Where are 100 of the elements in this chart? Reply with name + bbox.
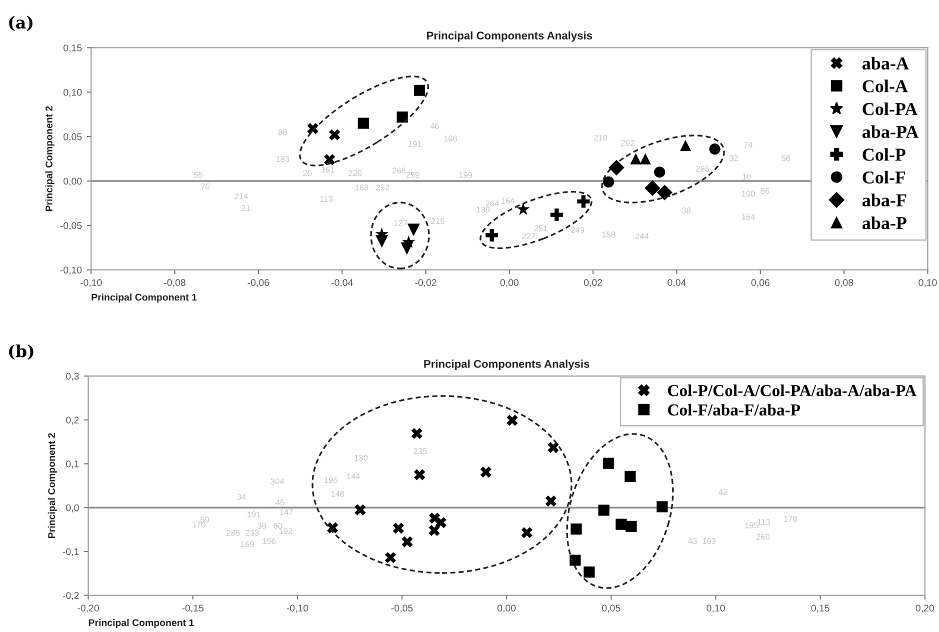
annotation: 178 xyxy=(784,516,798,522)
legend-label: aba-PA xyxy=(862,125,919,138)
point xyxy=(624,470,636,482)
legend-label: Col-A xyxy=(862,80,908,92)
annotation: 251 xyxy=(534,225,548,232)
annotation: 235 xyxy=(414,448,427,454)
annotation: 199 xyxy=(459,172,472,178)
point xyxy=(414,84,426,96)
point xyxy=(516,202,530,216)
y-tick-label: -0,05 xyxy=(60,222,82,230)
point xyxy=(506,414,518,426)
legend-label: aba-F xyxy=(862,194,906,206)
annotation: 148 xyxy=(331,490,344,497)
point xyxy=(626,520,637,532)
annotation: 55 xyxy=(194,172,202,178)
annotation: 32 xyxy=(729,155,738,162)
legend-label: Col-P/Col-A/Col-PA/aba-A/aba-PA xyxy=(668,384,916,396)
legend-label: Col-PA xyxy=(862,102,918,116)
annotation: 215 xyxy=(431,218,444,224)
point xyxy=(324,154,336,166)
point xyxy=(480,466,492,478)
annotation: 164 xyxy=(501,198,514,204)
y-tick-label: 0,15 xyxy=(64,44,82,52)
point xyxy=(396,111,408,123)
point xyxy=(392,522,404,534)
x-tick-label: -0,15 xyxy=(182,604,204,613)
annotation: 304 xyxy=(270,478,284,484)
x-tick-label: 0,10 xyxy=(706,604,725,613)
annotation: 260 xyxy=(756,534,770,540)
x-axis-title: Principal Component 1 xyxy=(88,618,194,628)
x-tick-label: 0,02 xyxy=(584,279,602,288)
point xyxy=(354,504,366,516)
point xyxy=(577,195,590,208)
y-tick-label: 0,05 xyxy=(64,133,82,142)
annotation: 113 xyxy=(320,196,332,202)
annotation: 151 xyxy=(322,166,334,173)
x-tick-label: -0,04 xyxy=(331,279,353,288)
annotation: 139 xyxy=(476,206,490,213)
point xyxy=(654,166,666,178)
point xyxy=(428,524,440,536)
point xyxy=(407,224,420,236)
annotation: 195 xyxy=(744,522,758,528)
point xyxy=(486,228,498,242)
point xyxy=(709,143,720,155)
legend-label: Col-F xyxy=(862,170,906,184)
point xyxy=(570,554,581,566)
annotation: 42 xyxy=(718,489,728,495)
annotation: 144 xyxy=(346,473,360,480)
annotation: 168 xyxy=(355,184,368,190)
x-tick-label: -0,05 xyxy=(391,604,413,613)
x-tick-label: -0,02 xyxy=(415,279,436,288)
annotation: 10 xyxy=(742,174,751,180)
point xyxy=(414,469,426,480)
annotation: 58 xyxy=(782,155,790,162)
annotation: 183 xyxy=(276,156,290,162)
x-tick-label: 0,10 xyxy=(918,279,937,288)
annotation: 252 xyxy=(376,184,390,190)
annotation: 202 xyxy=(621,140,634,146)
annotation: 106 xyxy=(444,136,458,142)
annotation: 169 xyxy=(240,541,254,548)
annotation: 20 xyxy=(303,170,312,176)
x-tick-label: 0,20 xyxy=(916,604,934,613)
x-tick-label: 0,00 xyxy=(498,604,516,613)
legend-label: aba-A xyxy=(862,56,909,70)
x-axis-title: Principal Component 1 xyxy=(92,294,197,303)
annotation: 45 xyxy=(276,500,284,506)
x-tick-label: 0,08 xyxy=(834,279,854,288)
point xyxy=(630,153,642,164)
y-tick-label: 0,3 xyxy=(66,372,79,381)
annotation: 154 xyxy=(742,214,755,220)
annotation: 227 xyxy=(522,233,536,240)
y-tick-label: 0,00 xyxy=(64,178,82,186)
x-tick-label: -0,06 xyxy=(248,279,270,288)
annotation: 38 xyxy=(682,208,691,214)
point xyxy=(644,180,660,196)
legend-label: aba-P xyxy=(862,216,906,230)
annotation: 127 xyxy=(394,220,408,226)
y-tick-label: -0,2 xyxy=(62,592,79,600)
chart-title: Principal Components Analysis xyxy=(424,360,590,370)
point xyxy=(402,536,413,548)
x-tick-label: -0,10 xyxy=(80,279,102,288)
annotation: 244 xyxy=(635,233,649,240)
point xyxy=(411,428,422,440)
point xyxy=(656,184,672,200)
point xyxy=(328,129,340,140)
x-tick-label: 0,00 xyxy=(500,279,518,288)
annotation: 43 xyxy=(688,538,697,544)
annotation: 60 xyxy=(274,522,282,529)
text: (a) xyxy=(9,16,32,32)
point xyxy=(521,527,532,538)
x-tick-label: 0,15 xyxy=(811,604,830,613)
point xyxy=(608,160,624,176)
point xyxy=(376,235,388,248)
x-tick-label: -0,08 xyxy=(164,279,186,288)
annotation: 259 xyxy=(406,172,420,178)
annotation: 214 xyxy=(234,193,248,200)
annotation: 158 xyxy=(602,232,616,238)
point xyxy=(548,442,559,454)
annotation: 191 xyxy=(248,511,260,518)
y-tick-label: -0,10 xyxy=(60,266,82,275)
